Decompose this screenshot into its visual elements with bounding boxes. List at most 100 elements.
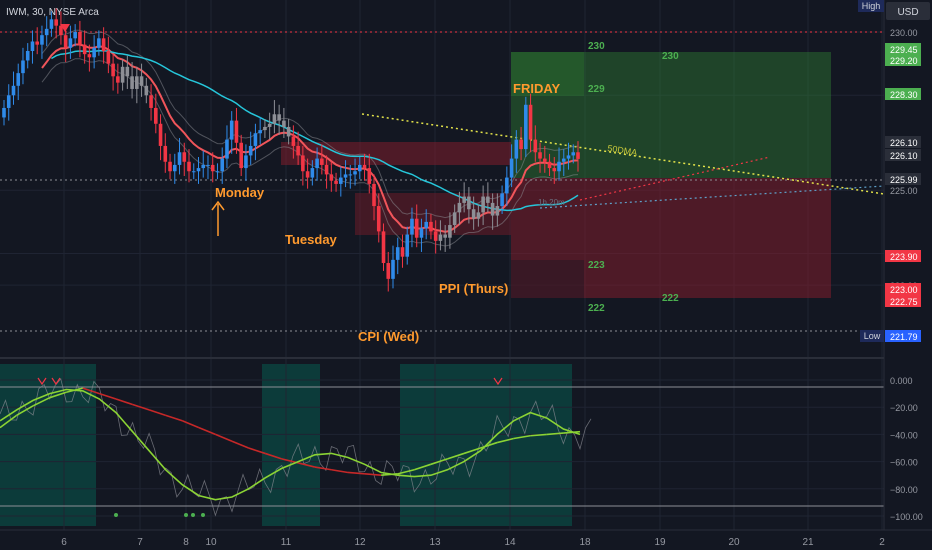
candle-body bbox=[566, 155, 571, 159]
candle-body bbox=[168, 161, 172, 172]
osc-signal-mark-1 bbox=[37, 377, 47, 386]
currency-button[interactable] bbox=[886, 2, 930, 20]
candle-body bbox=[282, 120, 286, 127]
candle-body bbox=[500, 193, 504, 207]
osc-signal-dot-3 bbox=[191, 513, 195, 517]
currency-label: USD bbox=[897, 7, 918, 18]
price-label-tag bbox=[885, 136, 921, 148]
low-badge bbox=[860, 330, 884, 342]
osc-slow-segment bbox=[447, 452, 465, 460]
osc-tick-label: −40.00 bbox=[890, 430, 918, 440]
candle-body bbox=[576, 152, 580, 159]
price-label-tag bbox=[885, 54, 921, 66]
candle-body bbox=[253, 133, 258, 146]
target-zone-inner bbox=[511, 52, 584, 96]
candle-body bbox=[509, 158, 514, 178]
ema-line bbox=[41, 43, 579, 233]
candle-body bbox=[101, 38, 106, 51]
candle-body bbox=[386, 263, 391, 279]
time-tick-label: 13 bbox=[429, 537, 441, 548]
candle-body bbox=[30, 41, 35, 51]
candle-body bbox=[391, 259, 395, 279]
osc-slow-segment bbox=[264, 452, 282, 460]
candle-body bbox=[206, 164, 210, 166]
candle-body bbox=[481, 196, 485, 213]
candle-body bbox=[139, 76, 144, 86]
candle-body bbox=[177, 152, 182, 165]
candle-body bbox=[395, 247, 400, 260]
time-tick-label: 8 bbox=[183, 537, 189, 548]
candle-body bbox=[6, 95, 11, 108]
candle-body bbox=[239, 142, 243, 169]
price-label-value: 223.00 bbox=[890, 285, 918, 295]
candle-body bbox=[400, 247, 405, 257]
candle-body bbox=[490, 202, 495, 216]
candle-body bbox=[68, 38, 73, 48]
symbol-info[interactable]: IWM, 30, NYSE Arca bbox=[6, 7, 99, 18]
price-label-tag bbox=[885, 173, 921, 185]
time-tick-label: 12 bbox=[354, 537, 366, 548]
price-label-value: 226.10 bbox=[890, 151, 918, 161]
price-label-value: 223.90 bbox=[890, 252, 918, 262]
price-label-tag bbox=[885, 43, 921, 55]
candle-body bbox=[334, 180, 338, 184]
candle-body bbox=[320, 158, 324, 165]
price-label-value: 229.45 bbox=[890, 45, 918, 55]
osc-shade-2 bbox=[262, 364, 320, 526]
price-label-tag bbox=[885, 149, 921, 161]
candle-body bbox=[452, 212, 457, 226]
candle-body bbox=[296, 145, 300, 156]
osc-slow-segment bbox=[82, 387, 100, 395]
time-tick-label: 20 bbox=[728, 537, 740, 548]
zone-label-230-b: 230 bbox=[662, 51, 679, 62]
osc-signal-dot-2 bbox=[184, 513, 188, 517]
annotation-small: 1h 20m bbox=[538, 198, 565, 207]
candle-body bbox=[457, 202, 462, 213]
osc-signal-dot-4 bbox=[201, 513, 205, 517]
time-tick-label: 6 bbox=[61, 537, 67, 548]
osc-slow-segment bbox=[364, 473, 382, 476]
candle-body bbox=[182, 152, 187, 162]
trade-zones bbox=[281, 52, 831, 298]
osc-slow-segment bbox=[430, 458, 448, 466]
time-axis[interactable]: 6 7 8 10 11 12 13 14 18 19 20 21 2 bbox=[0, 529, 932, 550]
level-lines bbox=[0, 31, 884, 507]
osc-slow-segment bbox=[463, 447, 481, 455]
monday-arrowhead-icon bbox=[211, 200, 225, 211]
annotation-ppi: PPI (Thurs) bbox=[439, 281, 508, 296]
candle-body bbox=[54, 19, 58, 26]
osc-slow-segment bbox=[314, 466, 332, 471]
candle-body bbox=[505, 177, 509, 194]
candle-body bbox=[353, 171, 357, 175]
price-label-tag bbox=[885, 330, 921, 342]
candle-body bbox=[130, 76, 134, 89]
candle-body bbox=[163, 145, 168, 162]
candle-body bbox=[215, 171, 220, 173]
candle-body bbox=[244, 155, 248, 169]
candle-body bbox=[196, 168, 201, 172]
candle-body bbox=[111, 63, 115, 77]
time-tick-label: 19 bbox=[654, 537, 666, 548]
price-label-value: 222.75 bbox=[890, 297, 918, 307]
candle-body bbox=[263, 126, 267, 131]
osc-slow-segment bbox=[198, 426, 216, 436]
price-label-tag bbox=[885, 250, 921, 262]
price-axis[interactable]: High USD Low 230.00228.00225.00223.00222… bbox=[858, 0, 932, 550]
candle-body bbox=[367, 168, 372, 184]
candle-body bbox=[419, 228, 424, 238]
candle-body bbox=[486, 196, 490, 203]
osc-slow-segment bbox=[148, 409, 166, 417]
annotation-friday: FRIDAY bbox=[513, 81, 561, 96]
candle-body bbox=[514, 139, 519, 159]
oscillator bbox=[0, 377, 592, 517]
osc-tick-label: −20.00 bbox=[890, 403, 918, 413]
candle-body bbox=[116, 76, 120, 83]
candle-body bbox=[538, 152, 542, 159]
osc-slow-segment bbox=[115, 398, 133, 406]
price-tick-label: 230.00 bbox=[890, 28, 918, 38]
descending-trendline bbox=[361, 113, 885, 195]
candle-body bbox=[410, 218, 414, 235]
annotations: Monday Tuesday CPI (Wed) PPI (Thurs) FRI… bbox=[215, 41, 679, 344]
zone-label-230-a: 230 bbox=[588, 41, 605, 52]
